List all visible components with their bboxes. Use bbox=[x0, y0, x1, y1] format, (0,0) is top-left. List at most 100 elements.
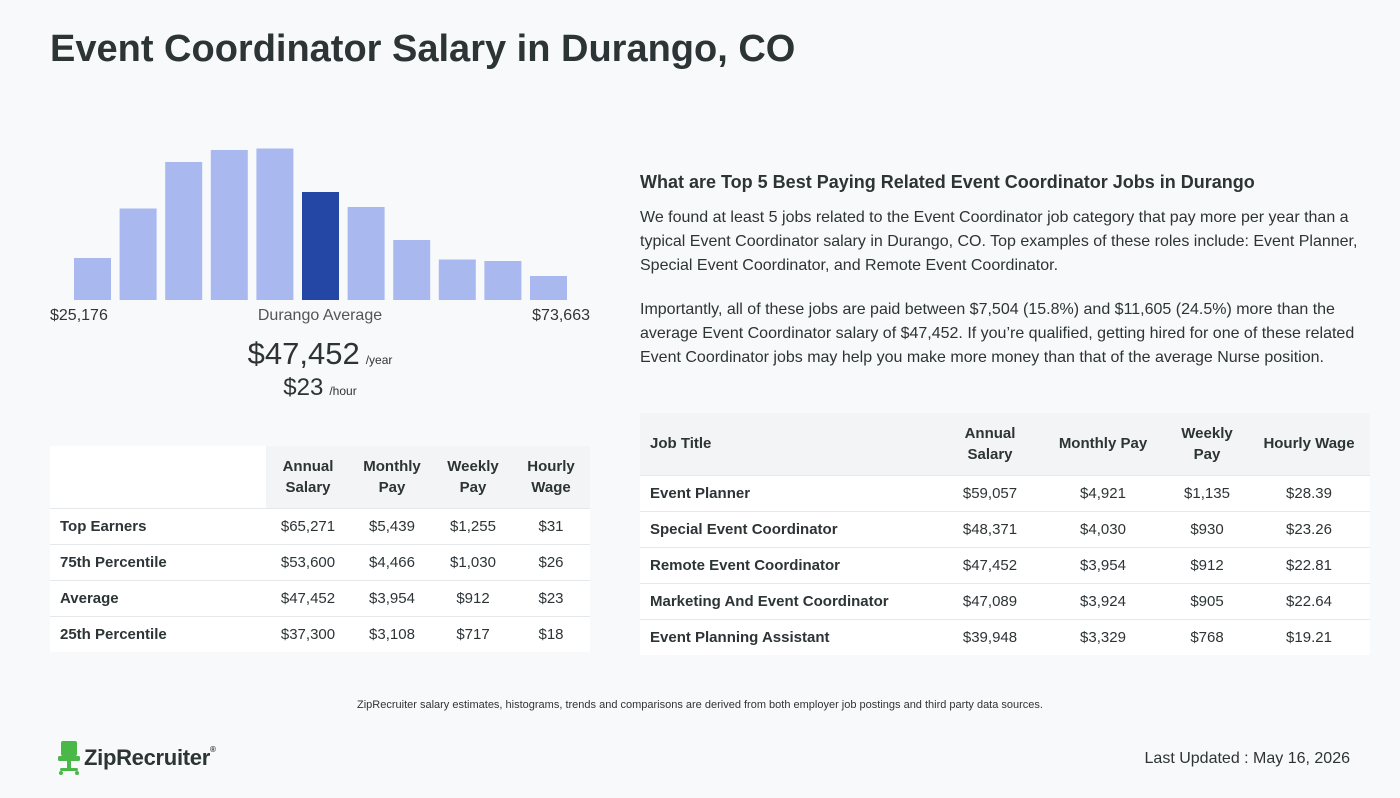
cell-monthly: $3,329 bbox=[1040, 618, 1166, 655]
cell-monthly: $4,466 bbox=[350, 543, 434, 580]
cell-weekly: $912 bbox=[1166, 546, 1248, 583]
histogram-bar bbox=[484, 261, 522, 300]
blank-header bbox=[50, 446, 266, 508]
header-annual-salary: Annual Salary bbox=[266, 446, 350, 508]
data-disclaimer: ZipRecruiter salary estimates, histogram… bbox=[357, 699, 1043, 711]
header-annual-salary: Annual Salary bbox=[940, 413, 1040, 475]
histogram-bar bbox=[347, 207, 385, 300]
range-min-label: $25,176 bbox=[50, 307, 108, 324]
header-monthly-pay: Monthly Pay bbox=[1040, 413, 1166, 475]
cell-annual: $59,057 bbox=[940, 474, 1040, 511]
cell-annual: $47,452 bbox=[940, 546, 1040, 583]
cell-weekly: $1,030 bbox=[434, 543, 512, 580]
hourly-unit: /hour bbox=[329, 384, 357, 398]
cell-hourly: $18 bbox=[512, 615, 590, 652]
cell-monthly: $3,108 bbox=[350, 615, 434, 652]
cell-weekly: $717 bbox=[434, 615, 512, 652]
header-job-title: Job Title bbox=[640, 413, 940, 475]
job-title: Remote Event Coordinator bbox=[640, 546, 940, 583]
cell-hourly: $22.64 bbox=[1248, 582, 1370, 619]
cell-monthly: $4,921 bbox=[1040, 474, 1166, 511]
annual-summary: $47,452/year bbox=[50, 336, 590, 372]
related-jobs-table: Job Title Annual Salary Monthly Pay Week… bbox=[640, 413, 1370, 655]
histogram-bar bbox=[530, 276, 567, 300]
job-title: Event Planner bbox=[640, 474, 940, 511]
table-row: Event Planning Assistant $39,948 $3,329 … bbox=[640, 618, 1370, 655]
table-row: Remote Event Coordinator $47,452 $3,954 … bbox=[640, 546, 1370, 583]
row-label: 75th Percentile bbox=[50, 543, 266, 580]
annual-salary-value: $47,452 bbox=[247, 336, 360, 371]
job-title: Event Planning Assistant bbox=[640, 618, 940, 655]
histogram-bar bbox=[438, 259, 476, 300]
related-jobs-paragraph-1: We found at least 5 jobs related to the … bbox=[640, 209, 1358, 274]
cell-hourly: $23.26 bbox=[1248, 510, 1370, 547]
job-title: Marketing And Event Coordinator bbox=[640, 582, 940, 619]
cell-hourly: $26 bbox=[512, 543, 590, 580]
histogram-range: $25,176 Durango Average $73,663 bbox=[50, 307, 590, 327]
cell-annual: $65,271 bbox=[266, 507, 350, 544]
table-header-row: Annual Salary Monthly Pay Weekly Pay Hou… bbox=[50, 446, 590, 508]
header-weekly-pay: Weekly Pay bbox=[434, 446, 512, 508]
cell-weekly: $912 bbox=[434, 579, 512, 616]
row-label: Average bbox=[50, 579, 266, 616]
salary-histogram bbox=[50, 120, 590, 300]
cell-annual: $47,452 bbox=[266, 579, 350, 616]
table-row: 25th Percentile $37,300 $3,108 $717 $18 bbox=[50, 615, 590, 652]
cell-annual: $37,300 bbox=[266, 615, 350, 652]
cell-monthly: $3,954 bbox=[350, 579, 434, 616]
cell-monthly: $3,954 bbox=[1040, 546, 1166, 583]
cell-weekly: $768 bbox=[1166, 618, 1248, 655]
histogram-bar bbox=[165, 162, 203, 300]
hourly-summary: $23/hour bbox=[50, 374, 590, 402]
related-jobs-paragraph-2: Importantly, all of these jobs are paid … bbox=[640, 301, 1355, 366]
histogram-bar bbox=[393, 240, 431, 300]
cell-annual: $47,089 bbox=[940, 582, 1040, 619]
salary-summary: $47,452/year $23/hour bbox=[50, 336, 590, 402]
range-max-label: $73,663 bbox=[532, 307, 590, 324]
cell-monthly: $5,439 bbox=[350, 507, 434, 544]
header-monthly-pay: Monthly Pay bbox=[350, 446, 434, 508]
job-title: Special Event Coordinator bbox=[640, 510, 940, 547]
cell-weekly: $1,135 bbox=[1166, 474, 1248, 511]
cell-annual: $53,600 bbox=[266, 543, 350, 580]
related-jobs-section: What are Top 5 Best Paying Related Event… bbox=[640, 172, 1370, 390]
cell-hourly: $22.81 bbox=[1248, 546, 1370, 583]
chair-icon bbox=[58, 741, 80, 775]
page-title: Event Coordinator Salary in Durango, CO bbox=[50, 28, 796, 70]
hourly-wage-value: $23 bbox=[283, 374, 324, 401]
cell-weekly: $905 bbox=[1166, 582, 1248, 619]
cell-monthly: $3,924 bbox=[1040, 582, 1166, 619]
table-row: 75th Percentile $53,600 $4,466 $1,030 $2… bbox=[50, 543, 590, 580]
histogram-bar bbox=[74, 258, 111, 300]
header-hourly-wage: Hourly Wage bbox=[512, 446, 590, 508]
cell-annual: $39,948 bbox=[940, 618, 1040, 655]
last-updated: Last Updated : May 16, 2026 bbox=[1144, 750, 1350, 767]
row-label: 25th Percentile bbox=[50, 615, 266, 652]
header-weekly-pay: Weekly Pay bbox=[1166, 413, 1248, 475]
table-row: Event Planner $59,057 $4,921 $1,135 $28.… bbox=[640, 474, 1370, 511]
histogram-bar bbox=[119, 208, 157, 300]
related-jobs-heading: What are Top 5 Best Paying Related Event… bbox=[640, 172, 1255, 192]
table-header-row: Job Title Annual Salary Monthly Pay Week… bbox=[640, 413, 1370, 475]
cell-weekly: $930 bbox=[1166, 510, 1248, 547]
histogram-bar bbox=[210, 150, 248, 300]
histogram-svg bbox=[74, 148, 567, 300]
table-row: Special Event Coordinator $48,371 $4,030… bbox=[640, 510, 1370, 547]
histogram-bar-average bbox=[302, 192, 339, 300]
ziprecruiter-logo[interactable]: ZipRecruiter® bbox=[58, 740, 216, 776]
logo-text: ZipRecruiter® bbox=[84, 745, 216, 770]
table-row: Top Earners $65,271 $5,439 $1,255 $31 bbox=[50, 507, 590, 544]
table-row: Marketing And Event Coordinator $47,089 … bbox=[640, 582, 1370, 619]
range-mid-label: Durango Average bbox=[257, 307, 383, 324]
annual-unit: /year bbox=[365, 353, 393, 367]
header-hourly-wage: Hourly Wage bbox=[1248, 413, 1370, 475]
cell-monthly: $4,030 bbox=[1040, 510, 1166, 547]
cell-hourly: $23 bbox=[512, 579, 590, 616]
histogram-bar bbox=[256, 148, 294, 300]
cell-hourly: $19.21 bbox=[1248, 618, 1370, 655]
cell-annual: $48,371 bbox=[940, 510, 1040, 547]
row-label: Top Earners bbox=[50, 507, 266, 544]
table-row: Average $47,452 $3,954 $912 $23 bbox=[50, 579, 590, 616]
cell-hourly: $28.39 bbox=[1248, 474, 1370, 511]
percentile-table: Annual Salary Monthly Pay Weekly Pay Hou… bbox=[50, 446, 590, 652]
